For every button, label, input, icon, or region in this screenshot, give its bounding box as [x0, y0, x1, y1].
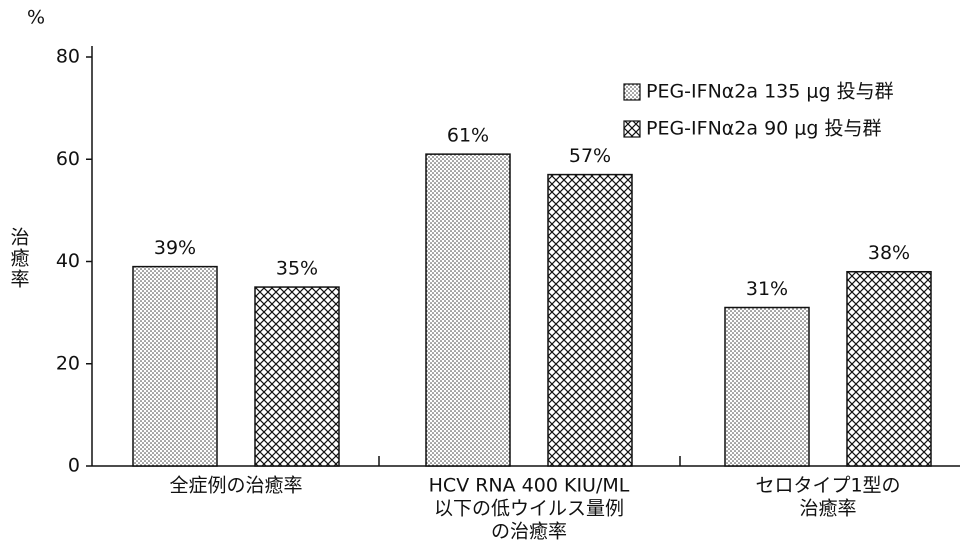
- bar: [132, 265, 218, 467]
- x-tick-label: セロタイプ1型の: [755, 475, 900, 497]
- value-label: 57%: [569, 145, 611, 167]
- bar: [547, 173, 633, 467]
- y-tick-label: 80: [56, 46, 80, 68]
- x-tick-label: 以下の低ウイルス量例: [434, 498, 624, 520]
- y-axis-label: 治癒率: [10, 227, 29, 291]
- y-axis-label-char: 率: [10, 269, 29, 291]
- legend-swatch: [623, 120, 641, 138]
- legend-swatch: [623, 83, 641, 101]
- value-label: 38%: [868, 242, 910, 264]
- x-tick-label: の治癒率: [491, 521, 567, 543]
- value-label: 31%: [746, 278, 788, 300]
- bar: [846, 270, 932, 467]
- legend-label: PEG-IFNα2a 90 μg 投与群: [646, 118, 882, 140]
- y-axis-label-char: 癒: [10, 248, 29, 270]
- x-tick-label: 全症例の治癒率: [169, 475, 302, 497]
- y-axis-label-char: 治: [10, 227, 29, 249]
- y-tick-label: 20: [56, 352, 80, 374]
- y-tick-label: 40: [56, 250, 80, 272]
- bar: [425, 153, 511, 467]
- value-label: 39%: [154, 237, 196, 259]
- x-tick-label: 治癒率: [799, 498, 856, 520]
- bar: [254, 286, 340, 467]
- value-label: 61%: [447, 125, 489, 147]
- value-label: 35%: [276, 258, 318, 280]
- legend-label: PEG-IFNα2a 135 μg 投与群: [646, 81, 894, 103]
- bar: [724, 306, 810, 467]
- y-unit: %: [27, 7, 45, 29]
- x-tick-label: HCV RNA 400 KIU/ML: [429, 475, 630, 497]
- y-tick-label: 60: [56, 148, 80, 170]
- y-tick-label: 0: [68, 455, 80, 477]
